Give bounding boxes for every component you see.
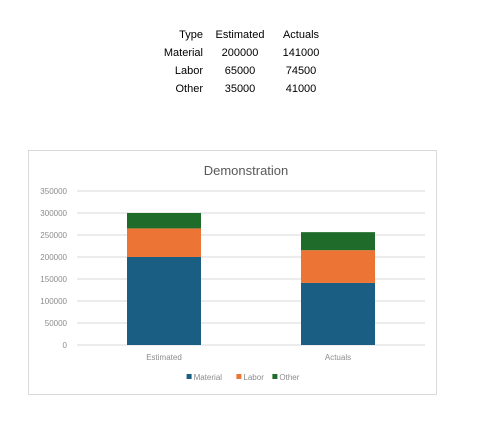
- cell-actuals: 141000: [282, 47, 320, 59]
- cell-type: Other: [175, 83, 203, 95]
- legend-label-material: Material: [194, 373, 223, 382]
- x-tick-label: Actuals: [325, 353, 351, 362]
- legend-swatch-material: [186, 374, 192, 379]
- legend: Material Labor Other: [186, 373, 300, 382]
- y-tick-label: 0: [63, 341, 68, 350]
- y-tick-label: 300000: [40, 209, 67, 218]
- legend-label-other: Other: [279, 373, 299, 382]
- chart-svg: Demonstration 0 50000 100000 150000 200000 25…: [40, 163, 425, 382]
- cell-actuals: 41000: [285, 83, 317, 95]
- y-tick-label: 250000: [40, 231, 67, 240]
- legend-label-labor: Labor: [243, 373, 264, 382]
- chart-title: Demonstration: [204, 163, 289, 178]
- y-axis-ticks: 0 50000 100000 150000 200000 250000 300000 3500…: [40, 187, 67, 350]
- legend-swatch-labor: [236, 374, 242, 379]
- cell-type: Material: [163, 47, 203, 59]
- header-estimated: Estimated: [215, 29, 265, 41]
- cell-estimated: 35000: [224, 83, 256, 95]
- y-tick-label: 200000: [40, 253, 67, 262]
- header-actuals: Actuals: [282, 29, 320, 41]
- legend-swatch-other: [272, 374, 278, 379]
- bar-labor-actuals[interactable]: [301, 250, 375, 283]
- table-row: Other 35000 41000: [153, 80, 331, 98]
- bar-material-estimated[interactable]: [127, 257, 201, 345]
- y-tick-label: 50000: [45, 319, 68, 328]
- cell-type: Labor: [174, 65, 203, 77]
- bar-other-estimated[interactable]: [127, 213, 201, 229]
- data-table: Type Estimated Actuals Material 200000 1…: [153, 26, 331, 98]
- table-row: Labor 65000 74500: [153, 62, 331, 80]
- bar-labor-estimated[interactable]: [127, 228, 201, 257]
- x-tick-label: Estimated: [146, 353, 182, 362]
- y-tick-label: 100000: [40, 297, 67, 306]
- bar-material-actuals[interactable]: [301, 282, 375, 345]
- header-type: Type: [179, 29, 203, 41]
- table-row: Material 200000 141000: [153, 44, 331, 62]
- y-tick-label: 350000: [40, 187, 67, 196]
- y-tick-label: 150000: [40, 275, 67, 284]
- cell-estimated: 65000: [224, 65, 256, 77]
- chart-area[interactable]: Demonstration 0 50000 100000 150000 200000 25…: [28, 150, 437, 395]
- cell-estimated: 200000: [221, 47, 259, 59]
- x-axis-ticks: Estimated Actuals: [146, 353, 351, 362]
- table-header-row: Type Estimated Actuals: [153, 26, 331, 44]
- cell-actuals: 74500: [285, 65, 317, 77]
- bar-other-actuals[interactable]: [301, 232, 375, 251]
- bars: [127, 213, 375, 345]
